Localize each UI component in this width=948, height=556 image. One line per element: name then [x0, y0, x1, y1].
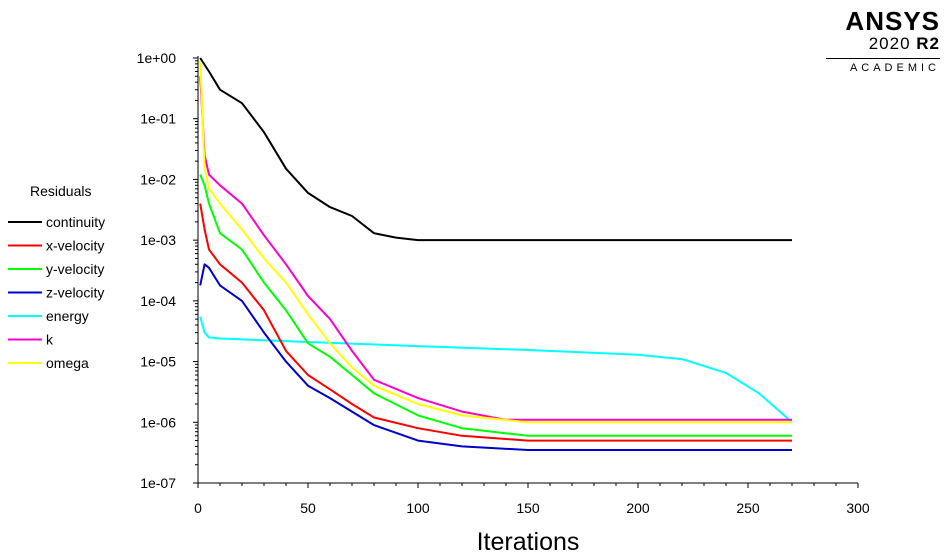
logo-divider: [826, 58, 940, 59]
y-tick-label: 1e-04: [140, 293, 176, 309]
legend: Residuals continuity x-velocity y-velocity z…: [8, 183, 105, 371]
y-tick-label: 1e-05: [140, 354, 176, 370]
axes: 1e+00 1e-01 1e-02 1e-03 1e-04 1e-05 1e-06 1e-07…: [137, 50, 870, 516]
logo-edition: ACADEMIC: [849, 62, 940, 74]
legend-label-k: k: [46, 332, 54, 348]
legend-label-omega: omega: [46, 355, 89, 371]
y-tick-label: 1e-01: [140, 111, 176, 127]
x-tick-label: 150: [516, 500, 540, 516]
series-line-z-velocity: [199, 263, 792, 451]
y-tick-label: 1e-07: [140, 475, 176, 491]
series-line-y-velocity: [199, 174, 792, 437]
legend-label-continuity: continuity: [46, 214, 105, 230]
y-tick-label: 1e-02: [140, 171, 176, 187]
x-tick-label: 100: [406, 500, 430, 516]
series-line-continuity: [199, 57, 792, 242]
series-line-energy: [199, 316, 793, 424]
legend-title: Residuals: [30, 183, 91, 199]
legend-label-z-velocity: z-velocity: [46, 285, 104, 301]
legend-label-energy: energy: [46, 308, 89, 324]
x-tick-label: 300: [846, 500, 870, 516]
logo-version: 2020 R2: [826, 34, 940, 54]
x-tick-label: 0: [194, 500, 202, 516]
legend-label-y-velocity: y-velocity: [46, 261, 104, 277]
series-lines: [199, 57, 793, 451]
y-tick-label: 1e-06: [140, 414, 176, 430]
ansys-logo: ANSYS 2020 R2 ACADEMIC: [826, 8, 940, 74]
x-tick-label: 200: [626, 500, 650, 516]
logo-version-release: R2: [916, 34, 940, 53]
series-line-x-velocity: [199, 203, 792, 442]
y-tick-label: 1e+00: [137, 50, 177, 66]
series-line-omega: [199, 60, 792, 424]
logo-version-year: 2020: [868, 34, 911, 53]
x-tick-label: 250: [736, 500, 760, 516]
x-tick-label: 50: [300, 500, 316, 516]
series-line-k: [199, 76, 792, 421]
y-tick-label: 1e-03: [140, 232, 176, 248]
logo-product: ANSYS: [845, 6, 940, 36]
x-axis-label: Iterations: [477, 528, 580, 556]
legend-label-x-velocity: x-velocity: [46, 238, 104, 254]
